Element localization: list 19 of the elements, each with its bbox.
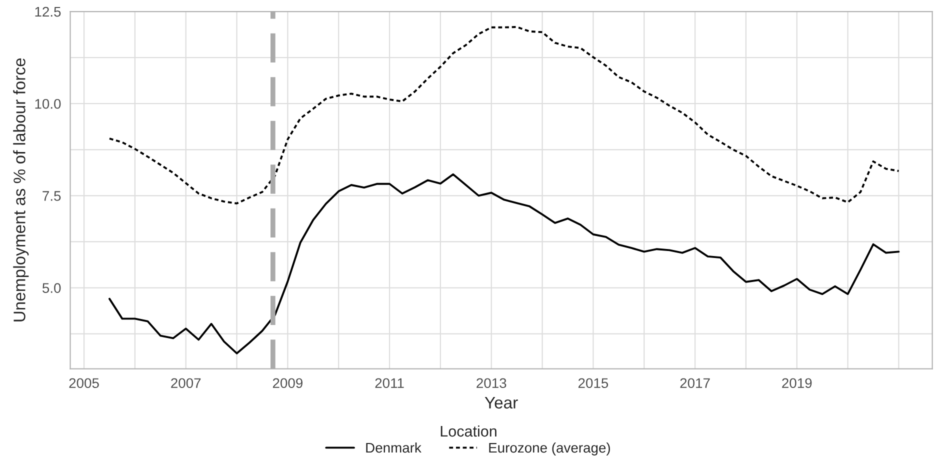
- x-tick-label: 2005: [69, 378, 99, 388]
- legend-label: Denmark: [366, 442, 422, 453]
- legend-label: Eurozone (average): [489, 442, 610, 456]
- x-tick-label: 2017: [680, 378, 710, 388]
- y-tick-label: 7.5: [42, 191, 61, 201]
- y-axis-title: Unemployment as % of labour force: [13, 58, 29, 322]
- x-tick-label: 2019: [782, 378, 812, 388]
- x-tick-label: 2015: [578, 378, 608, 388]
- y-tick-label: 12.5: [35, 6, 61, 17]
- x-axis-title: Year: [484, 396, 518, 409]
- x-tick-label: 2013: [476, 378, 506, 388]
- line-series: [108, 26, 900, 204]
- x-tick-label: 2009: [272, 378, 302, 388]
- y-tick-label: 5.0: [42, 283, 61, 293]
- line-series: [108, 173, 900, 354]
- x-tick-label: 2011: [375, 378, 404, 388]
- x-tick-label: 2007: [171, 378, 201, 388]
- legend-title: Location: [440, 425, 496, 437]
- y-tick-label: 10.0: [35, 98, 61, 109]
